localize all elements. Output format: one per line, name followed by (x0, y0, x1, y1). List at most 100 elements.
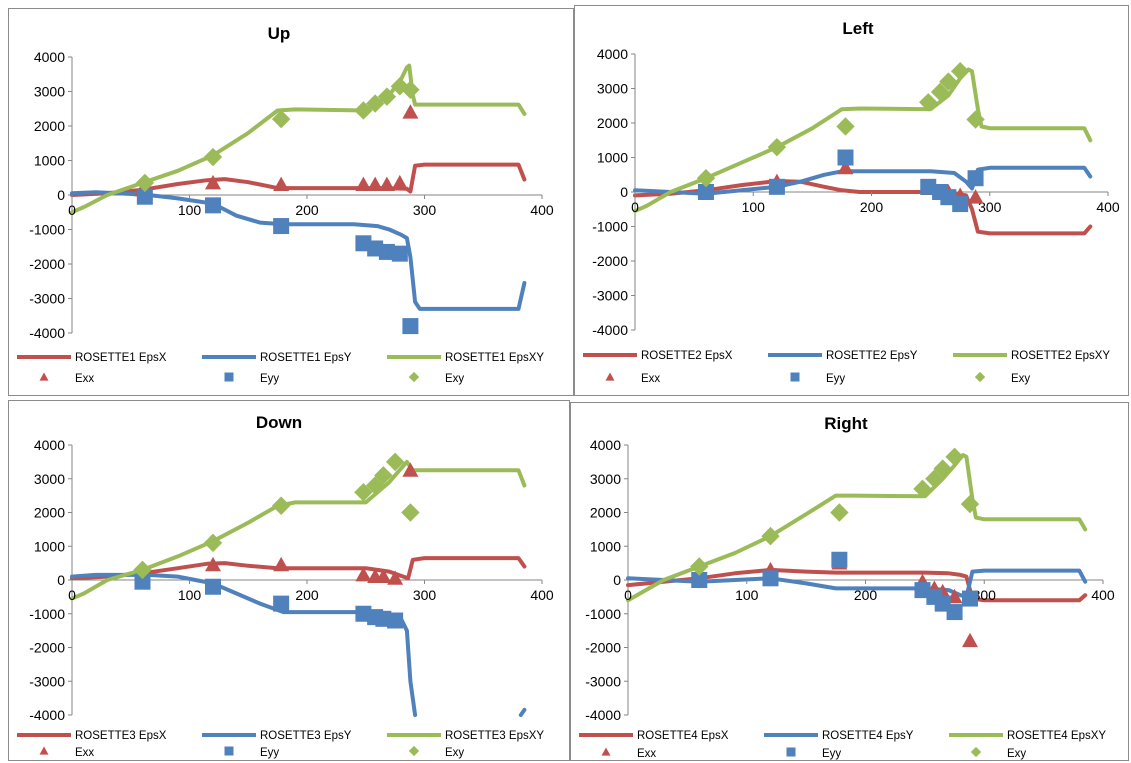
series-line (70, 162, 527, 197)
x-tick-label: 400 (530, 587, 554, 603)
legend-label: ROSETTE3 EpsX (75, 730, 167, 742)
data-point-triangle (273, 176, 290, 192)
series-line (633, 165, 1093, 196)
chart-svg: Down40003000200010000-1000-2000-3000-400… (17, 413, 554, 759)
x-tick-label: 300 (413, 587, 437, 603)
legend-label: Eyy (260, 373, 279, 385)
y-tick-label: -1000 (29, 222, 65, 238)
legend-marker-swatch (970, 746, 982, 758)
data-point-diamond (354, 483, 373, 502)
y-tick-label: 4000 (34, 437, 65, 453)
x-tick-label: 400 (1091, 587, 1115, 603)
legend-label: ROSETTE2 EpsX (641, 350, 733, 362)
y-tick-label: 3000 (34, 471, 65, 487)
data-point-diamond (365, 476, 385, 495)
series-markers (133, 452, 420, 629)
data-point-square (952, 196, 969, 213)
chart-title: Left (842, 19, 874, 38)
chart-panel-right: Right 4000 3000 2000 1000 0 -1000 -2000 -3000 -40… (570, 402, 1129, 761)
y-tick-label: 2000 (590, 505, 621, 521)
y-tick-label: 1000 (34, 538, 65, 554)
data-point-triangle (387, 570, 404, 585)
y-tick-label: 4000 (34, 49, 65, 65)
data-point-diamond (690, 557, 709, 576)
y-tick-label: 1000 (597, 150, 628, 166)
legend-label: Eyy (822, 748, 841, 760)
chart-title: Up (268, 24, 291, 43)
data-point-diamond (761, 526, 780, 546)
data-point-square (762, 570, 779, 587)
chart-svg: Left40003000200010000-1000-2000-3000-400… (583, 19, 1120, 385)
chart-svg: Right40003000200010000-1000-2000-3000-40… (579, 414, 1115, 760)
legend-marker-swatch (790, 372, 800, 382)
legend-label: ROSETTE1 EpsY (260, 352, 352, 364)
y-tick-label: 0 (620, 184, 628, 200)
data-point-square (837, 149, 854, 166)
legend-label: Exx (641, 373, 660, 385)
data-point-diamond (374, 466, 393, 485)
legend-label: Exx (75, 373, 94, 385)
data-point-square (962, 590, 978, 607)
x-tick-label: 0 (68, 202, 76, 218)
legend-marker-swatch (224, 372, 234, 382)
data-point-square (402, 318, 419, 335)
data-point-diamond (135, 173, 155, 193)
x-tick-label: 100 (178, 202, 202, 218)
data-point-triangle (967, 189, 984, 204)
data-point-square (691, 572, 708, 588)
legend-label: ROSETTE2 EpsY (826, 350, 918, 362)
y-tick-label: 3000 (34, 84, 65, 100)
chart-title: Right (824, 414, 868, 433)
data-point-square (391, 245, 408, 262)
data-point-diamond (925, 469, 944, 488)
data-point-diamond (945, 447, 964, 467)
legend-label: Exy (1007, 748, 1026, 760)
legend-label: Eyy (260, 747, 279, 759)
data-point-triangle (402, 462, 419, 477)
x-tick-label: 0 (68, 587, 76, 603)
x-tick-label: 200 (295, 587, 319, 603)
legend-marker-swatch (786, 747, 796, 757)
y-tick-label: -2000 (29, 256, 65, 272)
x-tick-label: 0 (624, 587, 632, 603)
y-tick-label: 0 (57, 187, 65, 203)
chart-panel-left: Left 4000 3000 2000 1000 0 -1000 -2000 -3000 -400… (574, 5, 1129, 396)
legend-label: ROSETTE1 EpsX (75, 352, 167, 364)
data-point-triangle (378, 176, 395, 192)
x-tick-label: 100 (742, 199, 766, 215)
y-tick-label: 1000 (590, 538, 621, 554)
x-tick-label: 100 (735, 587, 759, 603)
x-tick-label: 300 (413, 202, 437, 218)
legend-label: ROSETTE3 EpsXY (445, 730, 544, 742)
series-line (70, 190, 527, 311)
data-point-square (946, 604, 963, 621)
legend-label: Exy (445, 373, 464, 385)
series-line (518, 707, 527, 717)
y-tick-label: 2000 (34, 118, 65, 134)
legend-marker-swatch (408, 371, 420, 383)
data-point-square (967, 170, 984, 187)
data-point-square (136, 188, 153, 205)
chart-panel-down: Down 4000 3000 2000 1000 0 -1000 -2000 -3000 -400… (8, 400, 570, 761)
data-point-square (387, 612, 404, 629)
data-point-triangle (355, 566, 372, 582)
data-point-diamond (960, 494, 980, 514)
data-point-diamond (836, 117, 855, 136)
data-point-triangle (402, 104, 419, 119)
legend-label: Exy (1011, 373, 1030, 385)
legend-label: ROSETTE4 EpsX (637, 730, 729, 742)
series-markers (134, 77, 420, 335)
data-point-diamond (203, 147, 223, 167)
y-tick-label: -3000 (29, 291, 65, 307)
legend-marker-swatch (39, 746, 49, 755)
legend-marker-swatch (408, 745, 420, 757)
data-point-triangle (205, 556, 221, 572)
data-point-square (273, 595, 290, 612)
x-tick-label: 200 (854, 587, 878, 603)
legend-label: Exx (637, 748, 656, 760)
data-point-diamond (401, 503, 420, 522)
series-markers (690, 447, 980, 648)
data-point-triangle (837, 159, 854, 175)
legend-marker-swatch (224, 746, 234, 756)
y-tick-label: -4000 (585, 707, 621, 723)
